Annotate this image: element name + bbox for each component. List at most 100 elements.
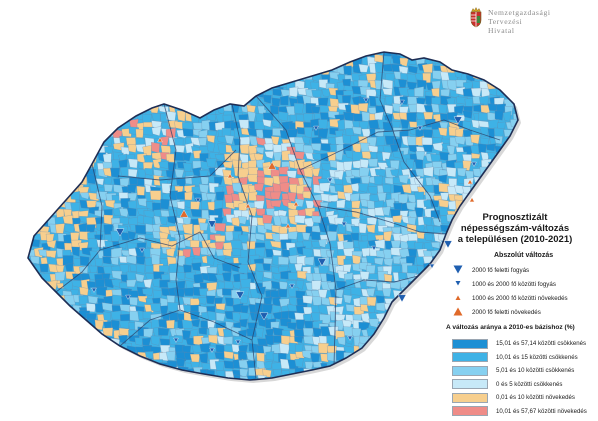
municipality-cell <box>86 95 98 106</box>
municipality-cell <box>72 143 83 154</box>
municipality-cell <box>446 247 457 258</box>
triangle-up-icon <box>293 201 299 207</box>
municipality-cell <box>56 88 68 98</box>
municipality-cell <box>72 337 81 346</box>
municipality-cell <box>432 142 444 152</box>
municipality-cell <box>41 127 53 139</box>
municipality-cell <box>438 298 447 307</box>
municipality-cell <box>272 88 283 97</box>
municipality-cell <box>199 222 209 231</box>
municipality-cell <box>209 80 219 92</box>
county-border <box>117 149 237 181</box>
municipality-cell <box>56 72 65 83</box>
municipality-cell <box>41 345 52 356</box>
municipality-cell <box>32 287 43 297</box>
municipality-cell <box>255 286 266 295</box>
municipality-cell <box>89 64 99 75</box>
municipality-cell <box>30 369 40 378</box>
municipality-cell <box>385 95 394 106</box>
municipality-cell <box>318 128 329 139</box>
municipality-cell <box>104 378 115 380</box>
municipality-cell <box>255 328 264 338</box>
municipality-cell <box>384 383 395 393</box>
municipality-cell <box>153 367 164 377</box>
municipality-cell <box>400 119 410 129</box>
municipality-cell <box>320 143 331 152</box>
municipality-cell <box>297 55 308 65</box>
municipality-cell <box>94 128 105 138</box>
municipality-cell <box>159 52 169 58</box>
municipality-cell <box>70 154 81 164</box>
municipality-cell <box>145 95 155 105</box>
legend-title-line-2: népességszám-változás <box>460 223 570 234</box>
municipality-cell <box>28 52 31 59</box>
municipality-cell <box>167 73 178 83</box>
municipality-cell <box>389 281 401 290</box>
triangle-down-icon <box>417 125 423 131</box>
municipality-cell <box>103 52 112 58</box>
municipality-cell <box>125 353 136 364</box>
municipality-cell <box>502 64 514 75</box>
municipality-cell <box>225 52 237 57</box>
municipality-cell <box>152 377 164 380</box>
municipality-cell <box>377 192 387 203</box>
municipality-cell <box>177 65 189 75</box>
triangle-up-icon <box>179 209 189 218</box>
municipality-cell <box>270 191 282 200</box>
rate-legend-label: 5,01 és 10 közötti csökkenés <box>496 367 575 375</box>
municipality-cell <box>208 52 218 59</box>
municipality-cell <box>393 352 404 363</box>
municipality-cell <box>487 198 499 208</box>
municipality-cell <box>334 297 343 305</box>
municipality-cell <box>85 57 97 69</box>
municipality-cell <box>247 225 257 234</box>
municipality-cell <box>55 194 65 204</box>
municipality-cell <box>145 70 155 82</box>
municipality-cell <box>374 257 384 266</box>
municipality-cell <box>239 136 251 146</box>
municipality-cell <box>95 56 105 66</box>
municipality-cell <box>158 160 169 169</box>
municipality-cell <box>488 190 498 201</box>
municipality-cell <box>407 265 419 275</box>
municipality-cell <box>145 386 154 396</box>
municipality-cell <box>118 82 128 92</box>
municipality-cell <box>238 350 248 360</box>
municipality-cell <box>72 386 80 396</box>
municipality-cell <box>328 52 339 58</box>
municipality-cell <box>64 55 73 66</box>
municipality-cell <box>144 351 154 360</box>
municipality-cell <box>495 52 504 58</box>
municipality-cell <box>416 368 427 377</box>
municipality-cell <box>470 56 481 65</box>
municipality-cell <box>417 313 427 322</box>
municipality-cell <box>367 185 379 195</box>
municipality-cell <box>62 362 72 370</box>
municipality-cell <box>422 144 434 153</box>
municipality-cell <box>65 310 76 320</box>
municipality-cell <box>33 118 44 129</box>
municipality-cell <box>320 377 330 380</box>
municipality-cell <box>127 144 137 153</box>
municipality-cell <box>136 63 148 73</box>
municipality-cell <box>263 271 272 280</box>
municipality-cell <box>279 182 290 194</box>
municipality-cell <box>88 386 99 395</box>
municipality-cell <box>329 370 338 379</box>
municipality-cell <box>422 288 431 298</box>
municipality-cell <box>415 359 427 368</box>
municipality-cell <box>56 166 67 176</box>
municipality-cell <box>392 112 402 121</box>
municipality-cell <box>166 319 175 329</box>
municipality-cell <box>96 191 108 201</box>
municipality-cell <box>423 52 434 59</box>
municipality-cell <box>71 127 82 137</box>
municipality-cell <box>511 151 518 161</box>
municipality-cell <box>441 289 452 300</box>
municipality-cell <box>129 82 140 93</box>
municipality-cell <box>374 343 383 353</box>
municipality-cell <box>46 89 58 98</box>
municipality-cell <box>208 327 219 336</box>
municipality-cell <box>320 112 331 122</box>
